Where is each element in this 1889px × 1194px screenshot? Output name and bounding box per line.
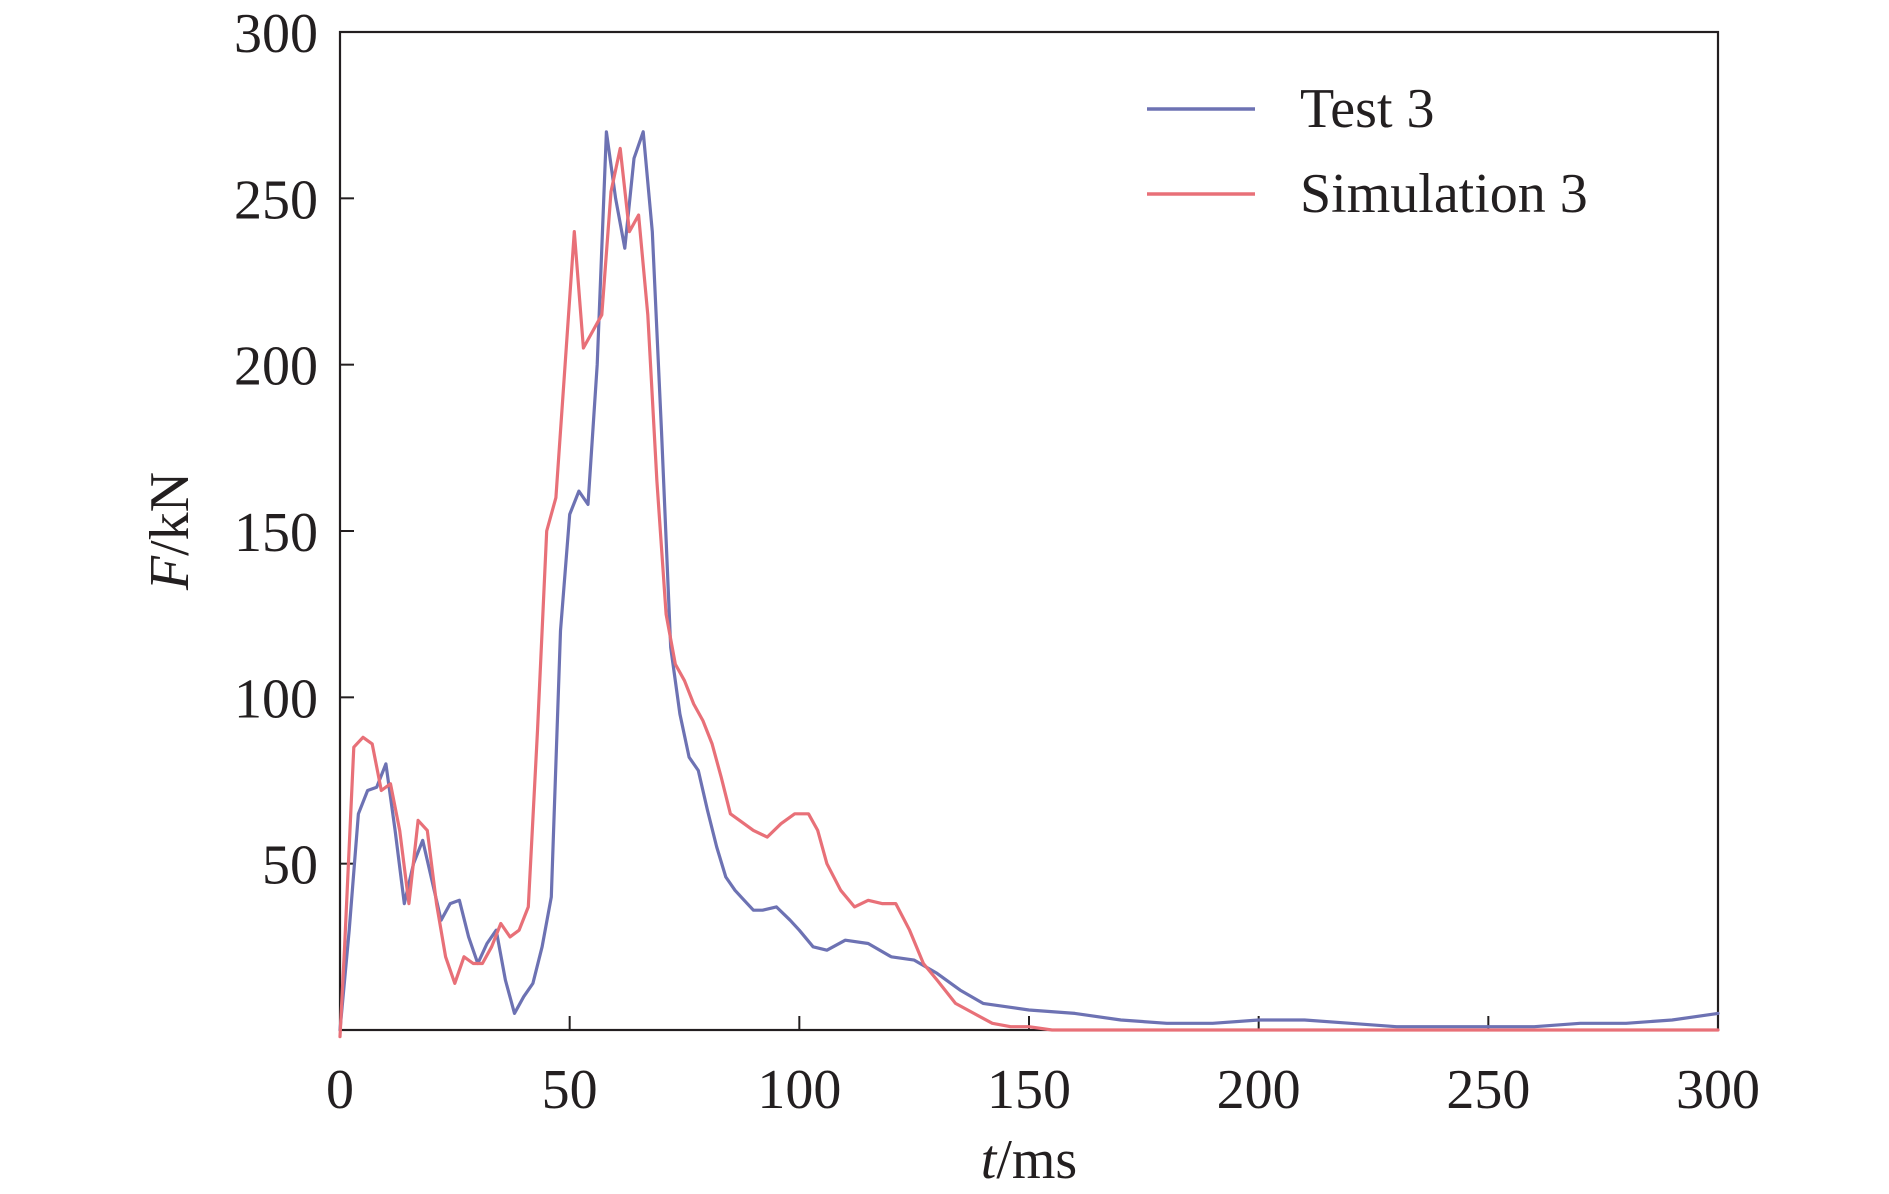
x-axis-variable: t [981, 1129, 998, 1191]
y-axis: 50 100 150 200 250 300 [234, 3, 354, 897]
y-tick-label: 100 [234, 668, 318, 730]
x-tick-label: 50 [542, 1059, 598, 1121]
legend: Test 3 Simulation 3 [1147, 78, 1588, 225]
legend-item-test-3: Test 3 [1147, 78, 1435, 140]
x-tick-label: 150 [987, 1059, 1071, 1121]
legend-label-test-3: Test 3 [1300, 78, 1435, 140]
x-tick-label: 100 [757, 1059, 841, 1121]
y-axis-variable: F [139, 555, 201, 591]
y-axis-unit: /kN [139, 472, 201, 556]
y-axis-label: F/kN [139, 472, 201, 591]
y-tick-label: 250 [234, 169, 318, 231]
series-line-simulation-3 [338, 146, 1720, 1039]
y-tick-label: 300 [234, 3, 318, 65]
y-tick-label: 200 [234, 336, 318, 398]
x-axis: 0 50 100 150 200 250 300 [326, 1016, 1760, 1121]
y-tick-label: 150 [234, 502, 318, 564]
legend-label-simulation-3: Simulation 3 [1300, 163, 1588, 225]
x-tick-label: 200 [1217, 1059, 1301, 1121]
legend-item-simulation-3: Simulation 3 [1147, 163, 1588, 225]
x-axis-unit: /ms [996, 1129, 1077, 1191]
x-tick-label: 0 [326, 1059, 354, 1121]
x-axis-label: t/ms [981, 1129, 1077, 1191]
y-tick-label: 50 [262, 835, 318, 897]
x-tick-label: 300 [1676, 1059, 1760, 1121]
x-tick-label: 250 [1446, 1059, 1530, 1121]
series-layer [338, 130, 1720, 1039]
series-line-test-3 [338, 130, 1720, 1032]
